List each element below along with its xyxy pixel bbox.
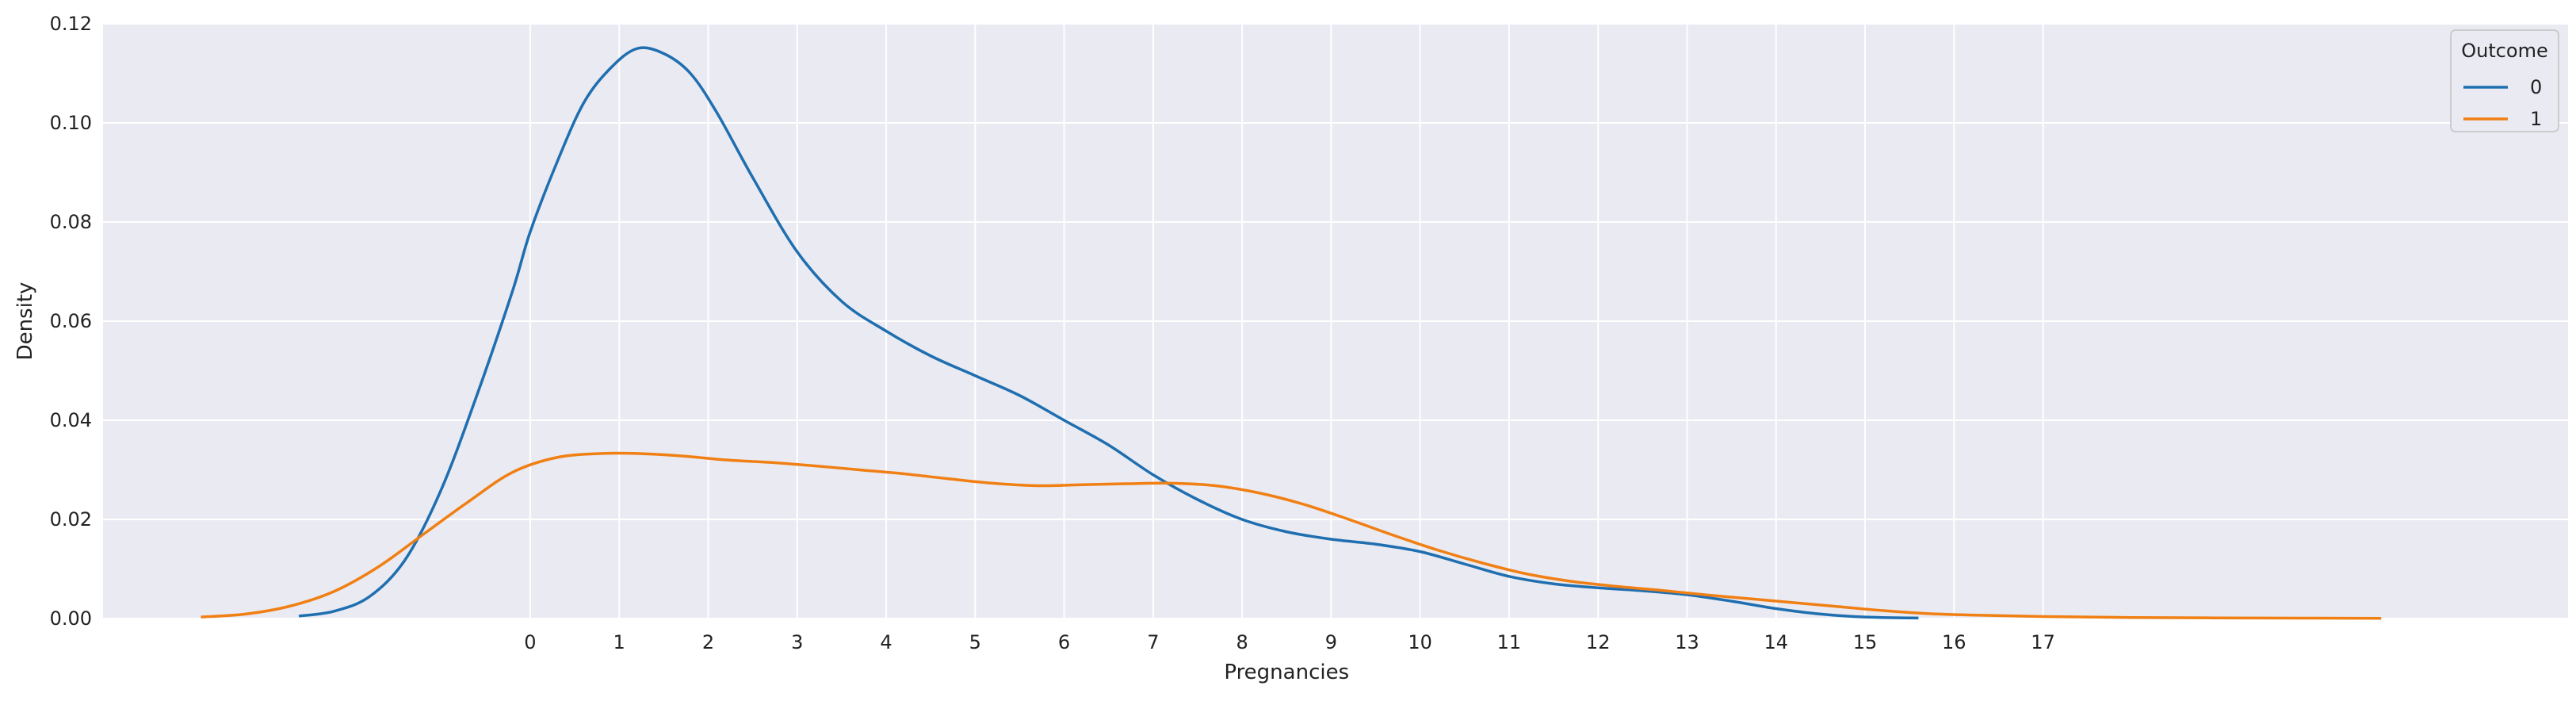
x-tick-label: 2: [702, 631, 714, 653]
x-tick-label: 11: [1497, 631, 1522, 653]
y-tick-label: 0.06: [50, 310, 92, 332]
series-lines: [201, 46, 2382, 620]
series-line-1: [201, 451, 2382, 620]
legend-title: Outcome: [2461, 40, 2548, 62]
x-tick-label: 17: [2031, 631, 2055, 653]
x-tick-labels: 0 1 2 3 4 5 6 7 8 9 10 11 12 13 14 15 16 17: [524, 631, 2055, 653]
x-tick-label: 13: [1675, 631, 1699, 653]
legend-items: 01: [2463, 76, 2542, 130]
y-tick-label: 0.00: [50, 607, 92, 630]
legend-label-0: 0: [2530, 76, 2542, 98]
x-tick-label: 3: [791, 631, 803, 653]
y-tick-label: 0.04: [50, 409, 92, 431]
x-tick-label: 4: [880, 631, 892, 653]
legend: Outcome 01: [2450, 29, 2559, 132]
y-tick-label: 0.10: [50, 112, 92, 134]
x-tick-label: 10: [1408, 631, 1432, 653]
legend-label-1: 1: [2530, 108, 2542, 130]
x-tick-label: 5: [969, 631, 981, 653]
y-tick-label: 0.08: [50, 211, 92, 233]
y-tick-labels: 0.00 0.02 0.04 0.06 0.08 0.10 0.12: [50, 13, 92, 630]
y-tick-label: 0.12: [50, 13, 92, 35]
y-axis-title: Density: [13, 282, 37, 361]
x-tick-label: 16: [1942, 631, 1966, 653]
x-tick-label: 6: [1058, 631, 1070, 653]
x-tick-label: 0: [524, 631, 536, 653]
legend-box: [2450, 29, 2559, 132]
x-axis-title: Pregnancies: [1224, 661, 1349, 684]
y-tick-label: 0.02: [50, 508, 92, 531]
series-line-0: [298, 46, 1919, 620]
x-tick-label: 9: [1325, 631, 1337, 653]
x-tick-label: 7: [1147, 631, 1159, 653]
x-tick-label: 12: [1586, 631, 1611, 653]
x-tick-label: 14: [1764, 631, 1788, 653]
x-tick-label: 15: [1853, 631, 1878, 653]
x-tick-label: 8: [1236, 631, 1248, 653]
x-tick-label: 1: [613, 631, 625, 653]
